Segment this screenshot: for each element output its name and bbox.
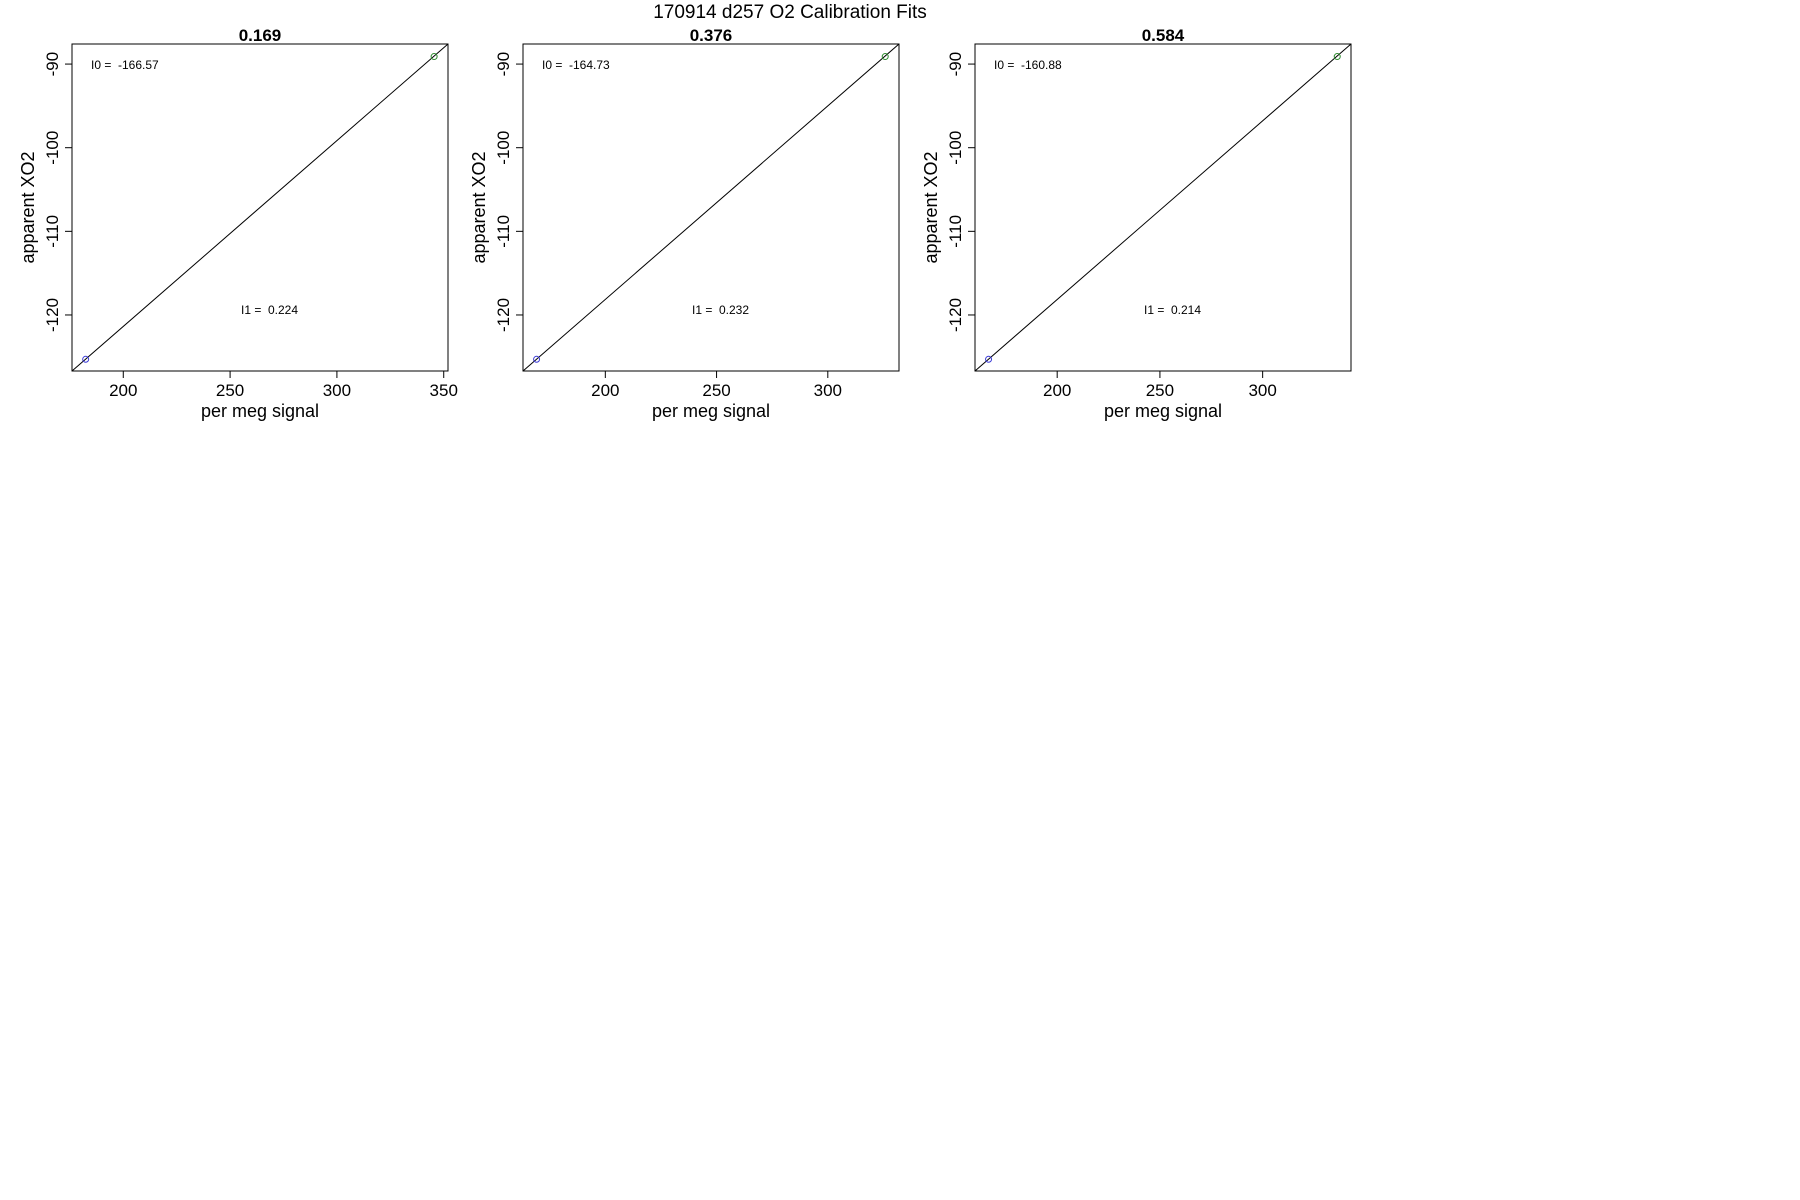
slope-label: I1 = (1144, 303, 1164, 317)
x-axis-label: per meg signal (201, 401, 319, 421)
data-point (533, 355, 541, 363)
y-tick-label: -110 (43, 215, 62, 248)
fit-line (974, 43, 1352, 372)
slope-value: 0.232 (719, 303, 749, 317)
plot-frame (71, 43, 449, 372)
panel-title: 0.376 (690, 26, 733, 45)
panel-title: 0.169 (239, 26, 282, 45)
x-tick-label: 200 (591, 381, 619, 400)
intercept-value: -160.88 (1021, 58, 1062, 72)
y-tick-label: -100 (494, 131, 513, 165)
x-tick-label: 350 (430, 381, 458, 400)
y-tick-label: -90 (43, 52, 62, 77)
y-tick-label: -90 (946, 52, 965, 77)
x-tick-label: 250 (1146, 381, 1174, 400)
intercept-value: -164.73 (569, 58, 610, 72)
y-axis-label: apparent XO2 (18, 151, 38, 263)
y-tick-label: -120 (494, 298, 513, 332)
slope-label: I1 = (241, 303, 261, 317)
y-tick-label: -100 (43, 131, 62, 165)
chart-panel: 0.584 200 250 300 -90 -100 -110 -120 per meg sig… (921, 26, 1352, 421)
chart-panel: 0.376 200 250 300 -90 -100 -110 -120 per meg sig… (469, 26, 900, 421)
y-tick-label: -100 (946, 131, 965, 165)
figure-title: 170914 d257 O2 Calibration Fits (653, 2, 927, 23)
y-axis-label: apparent XO2 (921, 151, 941, 263)
fit-line (522, 43, 900, 372)
y-tick-label: -120 (43, 298, 62, 332)
x-tick-label: 200 (109, 381, 137, 400)
x-tick-label: 300 (1248, 381, 1276, 400)
intercept-label: I0 = (994, 58, 1014, 72)
x-tick-label: 300 (814, 381, 842, 400)
data-point (985, 355, 993, 363)
x-axis-label: per meg signal (652, 401, 770, 421)
slope-label: I1 = (692, 303, 712, 317)
data-point (1333, 53, 1341, 61)
plot-frame (522, 43, 900, 372)
fit-line (71, 43, 449, 372)
x-tick-label: 250 (216, 381, 244, 400)
y-axis-label: apparent XO2 (469, 151, 489, 263)
y-tick-label: -90 (494, 52, 513, 77)
data-point (881, 53, 889, 61)
chart-panels: 0.169 200 250 300 350 -90 -100 -110 -120 per meg … (18, 26, 1352, 421)
x-tick-label: 200 (1043, 381, 1071, 400)
intercept-value: -166.57 (118, 58, 159, 72)
x-tick-label: 250 (702, 381, 730, 400)
y-tick-label: -120 (946, 298, 965, 332)
chart-panel: 0.169 200 250 300 350 -90 -100 -110 -120 per meg … (18, 26, 458, 421)
intercept-label: I0 = (91, 58, 111, 72)
y-tick-label: -110 (946, 215, 965, 248)
panel-title: 0.584 (1142, 26, 1185, 45)
data-point (82, 355, 90, 363)
plot-frame (974, 43, 1352, 372)
slope-value: 0.214 (1171, 303, 1201, 317)
slope-value: 0.224 (268, 303, 298, 317)
y-tick-label: -110 (494, 215, 513, 248)
x-tick-label: 300 (323, 381, 351, 400)
data-point (430, 53, 438, 61)
intercept-label: I0 = (542, 58, 562, 72)
x-axis-label: per meg signal (1104, 401, 1222, 421)
